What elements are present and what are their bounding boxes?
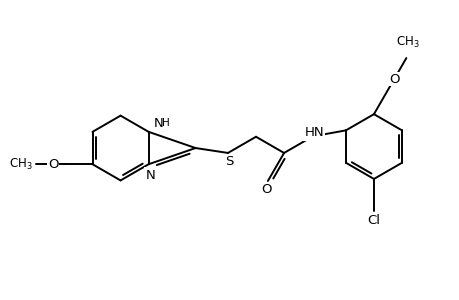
Text: Cl: Cl bbox=[367, 214, 380, 227]
Text: HN: HN bbox=[303, 126, 323, 139]
Text: H: H bbox=[162, 118, 170, 128]
Text: CH$_3$: CH$_3$ bbox=[396, 35, 419, 50]
Text: O: O bbox=[261, 183, 272, 196]
Text: S: S bbox=[224, 155, 233, 168]
Text: CH$_3$: CH$_3$ bbox=[9, 157, 32, 172]
Text: N: N bbox=[146, 169, 155, 182]
Text: O: O bbox=[388, 73, 398, 86]
Text: N: N bbox=[153, 116, 163, 130]
Text: O: O bbox=[48, 158, 58, 171]
